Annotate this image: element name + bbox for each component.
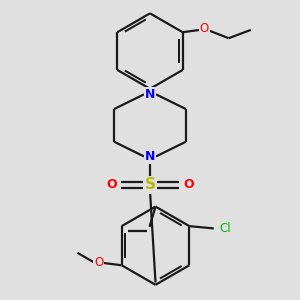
Text: N: N — [145, 150, 155, 163]
Text: S: S — [145, 178, 155, 193]
Text: Cl: Cl — [220, 222, 231, 235]
Text: O: O — [94, 256, 103, 269]
Text: O: O — [106, 178, 117, 191]
Text: N: N — [145, 88, 155, 101]
Text: O: O — [200, 22, 209, 35]
Text: O: O — [183, 178, 194, 191]
